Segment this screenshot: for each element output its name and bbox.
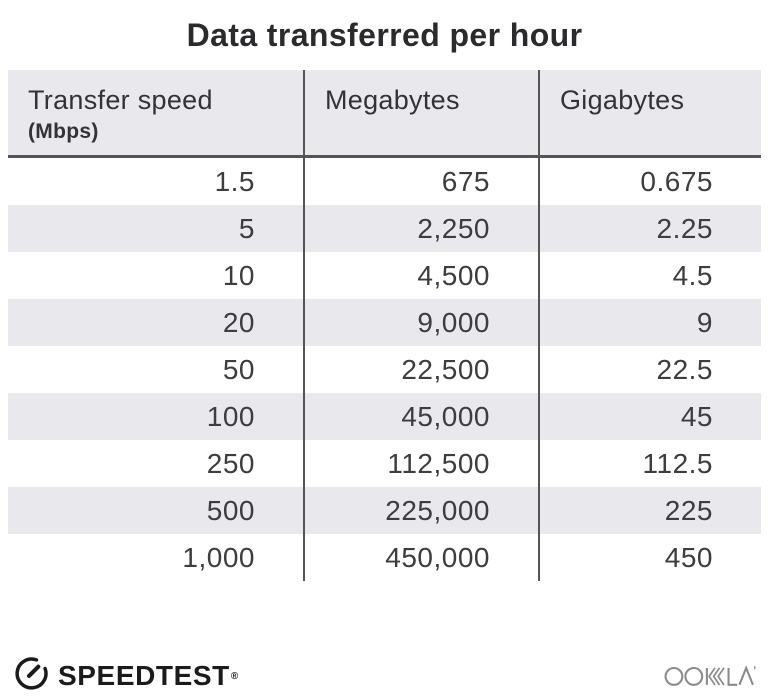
cell-speed: 250 — [206, 448, 255, 479]
speedtest-logo: SPEEDTEST ® — [14, 656, 238, 696]
cell-gigabytes: 4.5 — [538, 252, 761, 299]
cell-gigabytes: 0.675 — [538, 158, 761, 205]
ookla-logo — [664, 663, 757, 693]
table-row: 10 4,500 4.5 — [8, 252, 761, 299]
table-row: 5 2,250 2.25 — [8, 205, 761, 252]
table-header-row: Transfer speed (Mbps) Megabytes Gigabyte… — [8, 70, 761, 158]
cell-speed: 1.5 — [214, 166, 255, 197]
data-table: Transfer speed (Mbps) Megabytes Gigabyte… — [8, 70, 761, 581]
column-header-unit: (Mbps) — [28, 120, 99, 143]
table-row: 500 225,000 225 — [8, 487, 761, 534]
cell-megabytes: 22,500 — [303, 346, 538, 393]
cell-speed: 100 — [206, 401, 255, 432]
table-row: 1.5 675 0.675 — [8, 158, 761, 205]
cell-speed: 10 — [222, 260, 255, 291]
cell-megabytes: 9,000 — [303, 299, 538, 346]
table-row: 250 112,500 112.5 — [8, 440, 761, 487]
cell-speed: 50 — [222, 354, 255, 385]
cell-gigabytes: 22.5 — [538, 346, 761, 393]
cell-megabytes: 225,000 — [303, 487, 538, 534]
registered-trademark-icon: ® — [230, 670, 239, 682]
column-header-transfer-speed: Transfer speed (Mbps) — [8, 70, 303, 155]
page-title: Data transferred per hour — [186, 17, 583, 53]
table-row: 20 9,000 9 — [8, 299, 761, 346]
cell-megabytes: 45,000 — [303, 393, 538, 440]
cell-megabytes: 450,000 — [303, 534, 538, 581]
cell-megabytes: 4,500 — [303, 252, 538, 299]
table-row: 1,000 450,000 450 — [8, 534, 761, 581]
speedtest-gauge-icon — [14, 656, 49, 696]
table-row: 100 45,000 45 — [8, 393, 761, 440]
speedtest-wordmark: SPEEDTEST — [58, 660, 230, 691]
cell-gigabytes: 112.5 — [538, 440, 761, 487]
cell-speed: 5 — [238, 213, 255, 244]
cell-gigabytes: 450 — [538, 534, 761, 581]
cell-speed: 1,000 — [182, 542, 255, 573]
cell-speed: 500 — [206, 495, 255, 526]
cell-megabytes: 675 — [303, 158, 538, 205]
cell-gigabytes: 225 — [538, 487, 761, 534]
cell-megabytes: 112,500 — [303, 440, 538, 487]
cell-speed: 20 — [222, 307, 255, 338]
column-header-megabytes: Megabytes — [303, 70, 538, 155]
cell-gigabytes: 2.25 — [538, 205, 761, 252]
ookla-wordmark-icon — [664, 665, 757, 692]
table-row: 50 22,500 22.5 — [8, 346, 761, 393]
column-header-label: Transfer speed — [28, 85, 213, 115]
cell-gigabytes: 45 — [538, 393, 761, 440]
cell-megabytes: 2,250 — [303, 205, 538, 252]
cell-gigabytes: 9 — [538, 299, 761, 346]
column-header-gigabytes: Gigabytes — [538, 70, 761, 155]
